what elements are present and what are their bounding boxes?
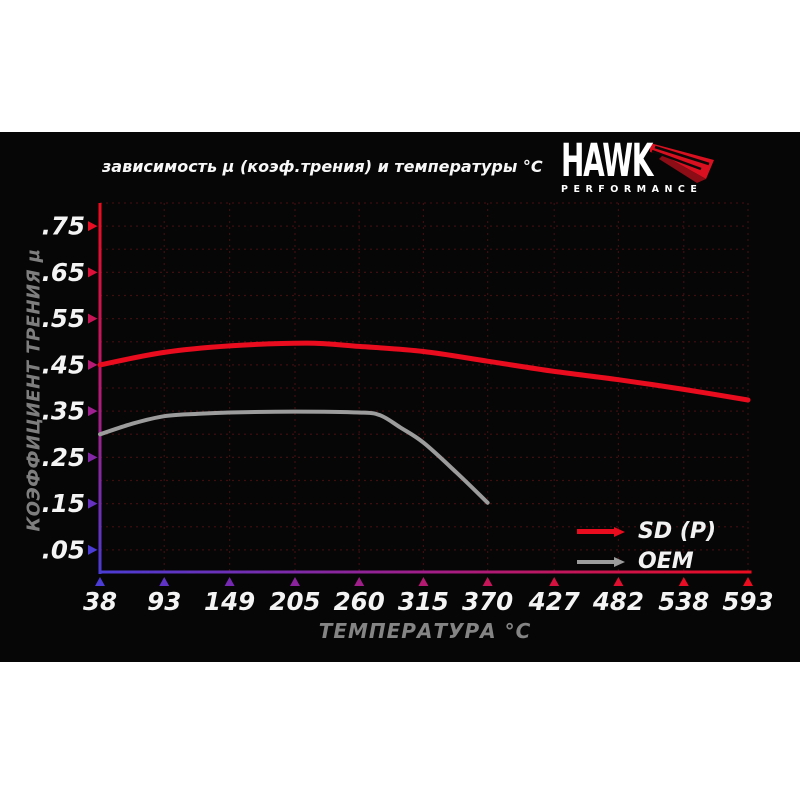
series-line-sd-p bbox=[97, 340, 751, 403]
hawk-logo: HAWK PERFORMANCE bbox=[561, 138, 716, 195]
legend-row-oem: OEM bbox=[577, 550, 716, 573]
x-tick-arrow-icon bbox=[418, 577, 429, 586]
x-tick-label: 482 bbox=[592, 587, 644, 616]
legend-row-sd-p: SD (P) bbox=[577, 520, 716, 543]
y-axis-title: КОЭФФИЦИЕНТ ТРЕНИЯ μ bbox=[23, 248, 45, 532]
hawk-logo-row: HAWK bbox=[561, 138, 716, 183]
x-tick-label: 93 bbox=[147, 587, 181, 616]
y-tick-label: .55 bbox=[42, 304, 85, 333]
y-axis-line bbox=[98, 203, 102, 574]
legend-label-oem: OEM bbox=[638, 548, 694, 574]
x-tick-label: 205 bbox=[269, 587, 320, 616]
x-tick-label: 538 bbox=[658, 587, 709, 616]
x-tick-arrow-icon bbox=[354, 577, 365, 586]
legend-line-oem bbox=[577, 556, 625, 567]
x-tick-label: 149 bbox=[204, 587, 255, 616]
y-tick-label: .05 bbox=[42, 535, 85, 564]
y-tick-label: .65 bbox=[42, 258, 85, 287]
series-layer bbox=[97, 340, 751, 505]
hawk-logo-performance: PERFORMANCE bbox=[561, 184, 703, 195]
y-tick-label: .35 bbox=[42, 397, 85, 426]
x-tick-arrow-icon bbox=[613, 577, 624, 586]
legend-arrow-icon-sd-p bbox=[614, 526, 625, 537]
label-layer: .05 .15 .25 .35 .45 .55 .65 .75 38 93 149 205 260 315… bbox=[42, 212, 774, 616]
x-tick-arrow-icon bbox=[482, 577, 493, 586]
series-line-oem bbox=[98, 409, 490, 505]
y-tick-label: .25 bbox=[42, 443, 85, 472]
hawk-wing-icon bbox=[650, 143, 714, 183]
grid-layer bbox=[99, 202, 749, 571]
y-tick-arrow-icon bbox=[88, 359, 98, 370]
chart-title: зависимость μ (коэф.трения) и температур… bbox=[102, 157, 543, 176]
x-tick-arrow-icon bbox=[678, 577, 689, 586]
y-tick-arrow-icon bbox=[88, 313, 98, 324]
legend-bar-sd-p bbox=[577, 529, 614, 534]
x-tick-arrow-icon bbox=[743, 577, 753, 586]
legend-line-sd-p bbox=[577, 526, 625, 537]
x-tick-label: 370 bbox=[462, 587, 513, 616]
legend: SD (P) OEM bbox=[577, 520, 716, 573]
y-tick-arrow-icon bbox=[88, 544, 98, 555]
x-tick-arrow-icon bbox=[159, 577, 170, 586]
x-tick-label: 38 bbox=[83, 587, 117, 616]
x-tick-arrow-icon bbox=[289, 577, 300, 586]
x-tick-label: 427 bbox=[528, 587, 580, 616]
y-tick-arrow-icon bbox=[88, 498, 98, 509]
x-tick-arrow-icon bbox=[95, 577, 105, 586]
legend-bar-oem bbox=[577, 559, 614, 564]
x-tick-arrow-icon bbox=[549, 577, 560, 586]
y-tick-arrow-icon bbox=[88, 267, 98, 278]
y-tick-label: .75 bbox=[42, 212, 85, 241]
x-tick-label: 260 bbox=[334, 587, 385, 616]
x-tick-label: 315 bbox=[398, 587, 449, 616]
y-tick-arrow-icon bbox=[88, 452, 98, 463]
x-axis-line bbox=[98, 570, 752, 574]
y-tick-arrow-icon bbox=[88, 221, 98, 232]
x-axis-title: ТЕМПЕРАТУРА °C bbox=[318, 619, 532, 643]
x-tick-label: 593 bbox=[722, 587, 773, 616]
x-tick-arrow-icon bbox=[224, 577, 235, 586]
legend-arrow-icon-oem bbox=[614, 556, 625, 567]
y-tick-label: .15 bbox=[42, 489, 85, 518]
legend-label-sd-p: SD (P) bbox=[638, 518, 716, 544]
y-tick-arrow-icon bbox=[88, 406, 98, 417]
y-tick-label: .45 bbox=[42, 350, 85, 379]
chart-panel bbox=[0, 132, 800, 662]
axis-layer bbox=[88, 203, 753, 586]
